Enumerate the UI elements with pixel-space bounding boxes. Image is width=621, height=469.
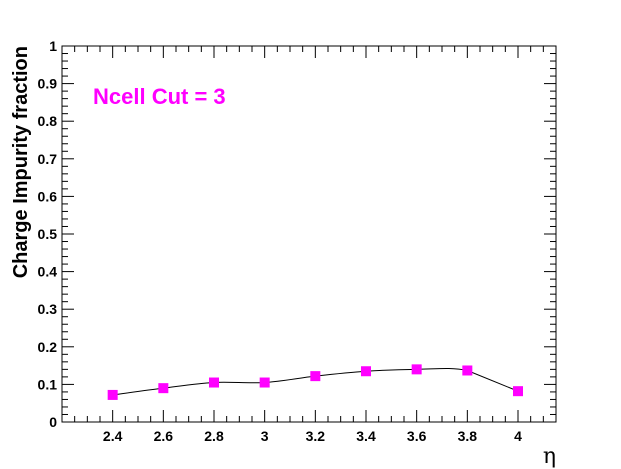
data-point xyxy=(209,377,219,388)
x-tick-label: 2.4 xyxy=(103,428,123,444)
y-tick-label: 0.7 xyxy=(38,151,58,167)
x-tick-label: 3 xyxy=(261,428,269,444)
y-tick-label: 0.5 xyxy=(38,226,58,242)
y-tick-label: 0.9 xyxy=(38,76,58,92)
y-tick-label: 0.1 xyxy=(38,376,58,392)
x-axis-title: η xyxy=(543,444,556,469)
y-tick-label: 0.2 xyxy=(38,339,58,355)
data-point xyxy=(310,371,321,382)
x-tick-label: 4 xyxy=(514,428,522,444)
data-point xyxy=(107,389,118,400)
data-point xyxy=(411,364,422,375)
y-axis: 0 0.1 0.2 0.3 0.4 0.5 0.6 0.7 0.8 0.9 1 xyxy=(38,38,556,430)
data-point xyxy=(462,365,473,376)
x-tick-label: 2.8 xyxy=(204,428,224,444)
x-tick-label: 2.6 xyxy=(154,428,174,444)
y-axis-title: Charge Impurity fraction xyxy=(10,46,32,278)
data-point xyxy=(513,386,523,397)
y-tick-label: 0.3 xyxy=(38,301,58,317)
data-point xyxy=(361,366,371,377)
y-tick-label: 0 xyxy=(49,414,57,430)
y-tick-label: 0.8 xyxy=(38,113,58,129)
y-tick-label: 0.4 xyxy=(38,264,58,280)
x-axis: 2.4 2.6 2.8 3 3.2 3.4 3.6 3.8 4 xyxy=(61,46,557,444)
x-tick-label: 3.2 xyxy=(306,428,326,444)
data-series xyxy=(107,364,523,400)
data-point xyxy=(259,377,270,388)
x-tick-label: 3.6 xyxy=(407,428,427,444)
data-point xyxy=(158,383,169,394)
x-tick-label: 3.4 xyxy=(356,428,376,444)
y-tick-label: 1 xyxy=(49,38,57,54)
x-tick-label: 3.8 xyxy=(458,428,478,444)
annotation-text: Ncell Cut = 3 xyxy=(93,84,226,109)
y-tick-label: 0.6 xyxy=(38,188,58,204)
